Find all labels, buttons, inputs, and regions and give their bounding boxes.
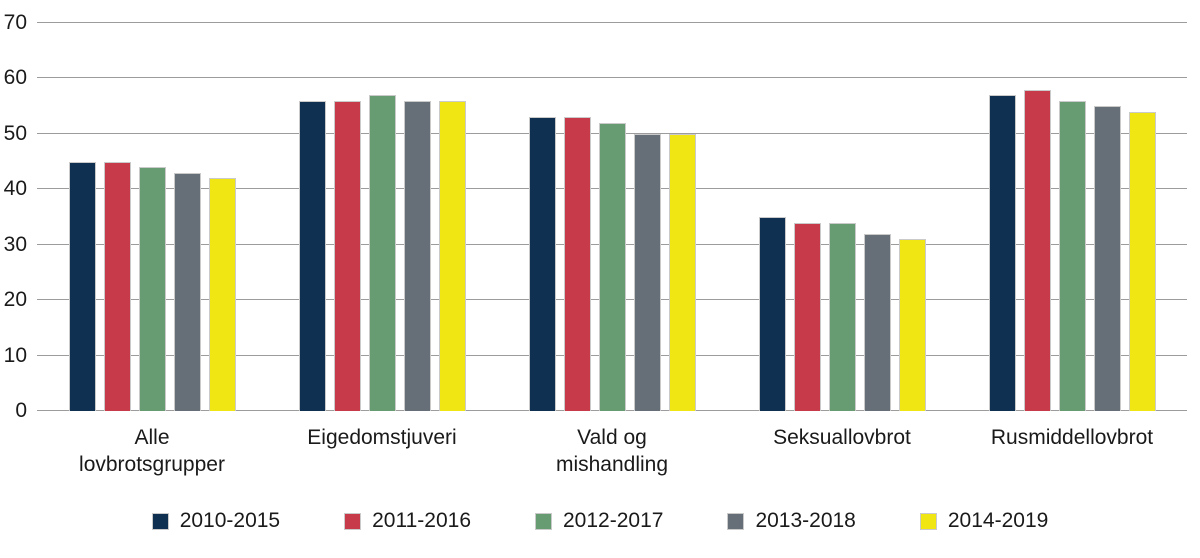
x-axis-category-label: Vald og mishandling: [555, 426, 669, 476]
x-axis-labels: Alle lovbrotsgrupper Eigedomstjuveri Vald …: [37, 424, 1187, 478]
bar: [403, 100, 431, 411]
bar: [828, 222, 856, 411]
legend-label: 2012-2017: [563, 509, 664, 532]
bar: [863, 233, 891, 411]
bar: [103, 161, 131, 411]
legend-label: 2010-2015: [179, 509, 281, 532]
plot-area: [37, 22, 1187, 411]
y-tick-label: 20: [3, 288, 27, 312]
y-tick-label: 60: [3, 66, 27, 90]
bar: [333, 100, 361, 411]
bar: [68, 161, 96, 411]
bar: [528, 117, 556, 411]
legend-swatch: [151, 512, 169, 530]
bar: [598, 122, 626, 411]
legend-item: 2014-2019: [919, 506, 1049, 536]
y-tick-label: 0: [15, 399, 27, 423]
bar: [1093, 106, 1121, 411]
legend-swatch: [919, 512, 937, 530]
y-tick-label: 10: [3, 343, 27, 367]
bar: [138, 167, 166, 411]
bar: [1023, 89, 1051, 411]
legend: 2010-2015 2011-2016 2012-2017 2013-2018 2014…: [0, 506, 1200, 536]
bar-group: [267, 23, 497, 411]
bar: [173, 172, 201, 411]
bar: [758, 217, 786, 411]
bar: [988, 95, 1016, 411]
x-axis-category-label: Rusmiddellovbrot: [990, 426, 1154, 449]
bar: [368, 95, 396, 411]
legend-item: 2011-2016: [344, 506, 471, 536]
legend-item: 2012-2017: [535, 506, 663, 536]
bar-group: [727, 23, 957, 411]
x-axis-category-label: Seksuallovbrot: [773, 426, 911, 449]
legend-item: 2010-2015: [151, 506, 281, 536]
y-axis-labels: 0 10 20 30 40 50 60 70: [0, 12, 27, 421]
bar-group: [497, 23, 727, 411]
legend-label: 2011-2016: [372, 509, 471, 532]
bar-group: [37, 23, 267, 411]
legend-item: 2013-2018: [727, 506, 856, 536]
y-tick-label: 40: [3, 177, 27, 201]
bar: [298, 100, 326, 411]
legend-swatch: [727, 512, 745, 530]
bar: [563, 117, 591, 411]
legend-label: 2014-2019: [947, 509, 1049, 532]
bar: [1058, 100, 1086, 411]
bar: [633, 133, 661, 411]
bar: [208, 178, 236, 411]
y-tick-label: 30: [3, 232, 27, 256]
y-tick-label: 50: [3, 121, 27, 145]
gridline: [37, 77, 1187, 79]
legend-swatch: [344, 512, 362, 530]
gridline: [37, 22, 1187, 23]
legend-label: 2013-2018: [755, 509, 856, 532]
legend-swatch: [535, 512, 552, 530]
bar: [793, 222, 821, 411]
x-axis-category-label: Eigedomstjuveri: [307, 426, 457, 449]
bar: [1128, 111, 1156, 411]
bar: [898, 239, 926, 411]
bar: [438, 100, 466, 411]
bar: [668, 133, 696, 411]
bar-group: [957, 23, 1187, 411]
x-axis-category-label: Alle lovbrotsgrupper: [79, 426, 225, 476]
y-tick-label: 70: [3, 11, 27, 35]
